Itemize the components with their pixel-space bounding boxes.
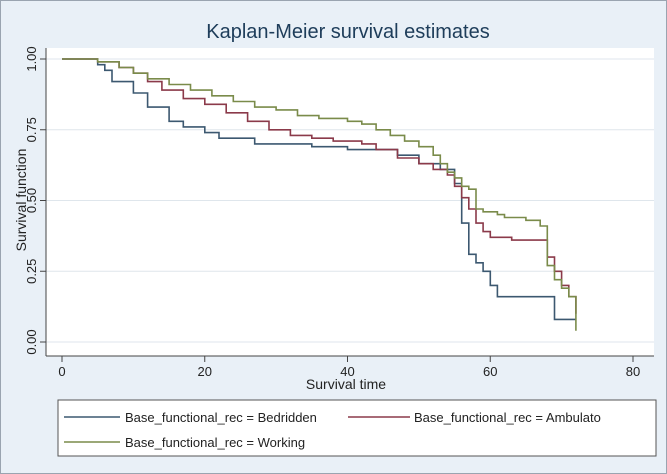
y-tick-label-2: 0.50 — [24, 188, 39, 213]
legend-label-bedridden: Base_functional_rec = Bedridden — [125, 410, 317, 425]
x-ticks: 0 20 40 60 80 — [58, 356, 640, 379]
x-tick-label-1: 20 — [198, 364, 212, 379]
axes — [45, 48, 654, 357]
y-tick-label-0: 0.00 — [24, 329, 39, 354]
y-axis-label: Survival function — [13, 149, 29, 252]
y-tick-label-3: 0.75 — [24, 117, 39, 142]
x-tick-label-2: 40 — [340, 364, 354, 379]
x-tick-label-0: 0 — [58, 364, 65, 379]
series-line-1 — [62, 58, 577, 314]
plot-area — [46, 48, 654, 356]
series-lines — [62, 58, 577, 331]
series-line-2 — [62, 58, 577, 331]
x-tick-label-3: 60 — [483, 364, 497, 379]
y-tick-label-4: 1.00 — [24, 46, 39, 71]
x-tick-label-4: 80 — [626, 364, 640, 379]
gridlines — [46, 58, 654, 343]
legend-box — [57, 399, 657, 457]
y-ticks: 0.00 0.25 0.50 0.75 1.00 — [24, 46, 46, 355]
y-tick-label-1: 0.25 — [24, 259, 39, 284]
legend-label-working: Base_functional_rec = Working — [125, 435, 305, 450]
legend-label-ambulatory: Base_functional_rec = Ambulato — [414, 410, 601, 425]
chart-title: Kaplan-Meier survival estimates — [206, 21, 489, 43]
x-axis-label: Survival time — [306, 376, 386, 392]
series-line-0 — [62, 58, 576, 321]
